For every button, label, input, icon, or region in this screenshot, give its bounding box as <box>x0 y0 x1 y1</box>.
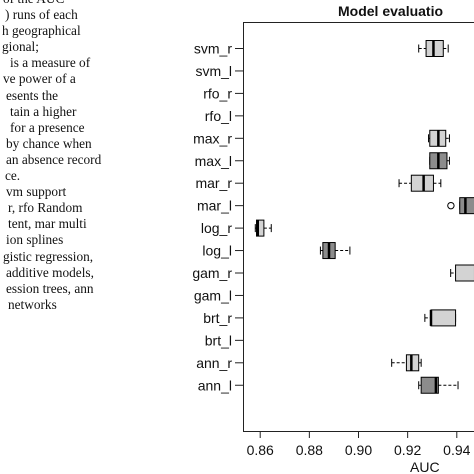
y-tick-label-rfo_l: rfo_l <box>205 108 232 124</box>
box-max_r <box>428 129 450 147</box>
x-tick-label: 0.86 <box>247 442 274 458</box>
caption-line: an absence record <box>6 151 102 167</box>
box-body-mar_l <box>459 197 474 215</box>
caption-line: gistic regression, <box>3 248 94 264</box>
y-tick-label-gam_r: gam_r <box>192 265 232 281</box>
x-tick-label: 0.88 <box>296 442 323 458</box>
y-tick-label-mar_l: mar_l <box>197 198 232 214</box>
caption-line: ion splines <box>6 232 64 248</box>
x-tick-label: 0.94 <box>443 442 470 458</box>
y-tick-label-ann_l: ann_l <box>198 377 232 393</box>
caption-line: ) runs of each <box>5 7 78 23</box>
caption-line: by chance when <box>6 135 92 151</box>
box-body-gam_r <box>455 264 474 282</box>
box-ann_r <box>391 354 422 372</box>
caption-line: of the AUC <box>3 0 160 7</box>
box-log_l <box>319 242 351 260</box>
y-axis: svm_r svm_l rfo_r rfo_l max_r max_l mar_r mar_l… <box>192 41 243 393</box>
caption-line: is a measure of <box>10 55 91 71</box>
outlier-mar_l <box>447 201 455 210</box>
caption-line: esents the <box>6 87 59 103</box>
y-tick-label-svm_r: svm_r <box>194 41 232 57</box>
box-mar_l <box>447 197 474 215</box>
caption-line: vm support <box>6 184 67 200</box>
caption-line: h geographical <box>2 23 81 39</box>
boxes-layer <box>254 40 474 394</box>
caption-line: r, rfo Random <box>8 200 83 216</box>
caption-line: tain a higher <box>10 103 77 119</box>
caption-line: networks <box>8 296 57 312</box>
y-tick-label-svm_l: svm_l <box>195 63 232 79</box>
y-tick-label-brt_r: brt_r <box>203 310 232 326</box>
box-mar_r <box>398 174 442 192</box>
y-tick-label-brt_l: brt_l <box>205 332 232 348</box>
y-tick-label-mar_r: mar_r <box>195 175 232 191</box>
box-ann_l <box>418 376 459 394</box>
caption-line: ve power of a <box>3 71 76 87</box>
y-tick-label-max_l: max_l <box>195 153 232 169</box>
caption-line: additive models, <box>6 264 94 280</box>
y-tick-label-log_l: log_l <box>202 243 232 259</box>
chart-title: Model evaluatio <box>338 3 443 19</box>
box-gam_r <box>450 264 474 282</box>
caption-line: gional; <box>2 39 39 55</box>
y-tick-label-log_r: log_r <box>201 220 232 236</box>
x-axis: 0.86 0.88 0.90 0.92 0.94 <box>247 432 471 458</box>
y-tick-label-ann_r: ann_r <box>196 355 232 371</box>
x-axis-label: AUC <box>410 459 440 474</box>
x-tick-label: 0.90 <box>345 442 372 458</box>
caption-line: for a presence <box>10 119 85 135</box>
x-tick-label: 0.92 <box>394 442 421 458</box>
box-body-brt_r <box>430 309 457 327</box>
box-log_r <box>254 219 272 237</box>
y-tick-label-gam_l: gam_l <box>194 287 232 303</box>
y-tick-label-rfo_r: rfo_r <box>203 85 232 101</box>
y-tick-label-max_r: max_r <box>193 130 232 146</box>
box-brt_r <box>424 309 457 327</box>
caption-line: ce. <box>5 168 21 184</box>
box-max_l <box>429 152 450 170</box>
caption-line: tent, mar multi <box>8 216 87 232</box>
box-svm_r <box>418 40 449 57</box>
caption-line: ession trees, ann <box>6 280 94 296</box>
box-body-ann_l <box>420 376 439 394</box>
